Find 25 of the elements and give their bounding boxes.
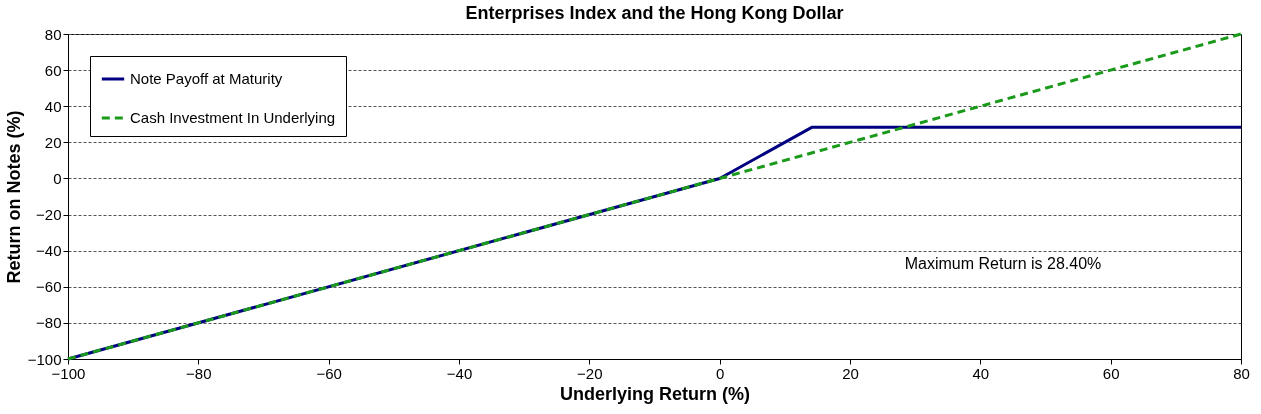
- annotation: Maximum Return is 28.40%: [904, 255, 1102, 272]
- legend-label: Cash Investment In Underlying: [130, 109, 336, 126]
- y-tick-label: 60: [44, 61, 62, 79]
- y-tick-label: −40: [36, 242, 62, 260]
- x-tick-label: −80: [186, 364, 212, 382]
- y-axis-title: Return on Notes (%): [3, 110, 24, 284]
- y-tick-label: −60: [36, 278, 62, 296]
- x-tick-label: 0: [715, 364, 725, 382]
- x-tick-label: 40: [972, 364, 990, 382]
- chart-title: Enterprises Index and the Hong Kong Dollar: [465, 3, 844, 23]
- x-axis-title: Underlying Return (%): [559, 383, 751, 404]
- y-tick-label: 0: [53, 169, 62, 187]
- y-tick-label: 20: [44, 133, 62, 151]
- x-tick-label: −40: [446, 364, 473, 382]
- x-tick-label: −60: [316, 364, 342, 382]
- x-tick-label: −20: [577, 364, 603, 382]
- legend-label: Note Payoff at Maturity: [130, 70, 283, 87]
- x-tick-label: 60: [1102, 364, 1120, 382]
- x-tick-label: 80: [1233, 364, 1250, 382]
- y-tick-label: 40: [44, 97, 62, 115]
- y-tick-label: −80: [36, 314, 62, 332]
- y-tick-label: 80: [44, 25, 62, 43]
- y-tick-label: −100: [27, 350, 62, 368]
- x-tick-label: 20: [842, 364, 859, 382]
- y-tick-label: −20: [36, 206, 62, 224]
